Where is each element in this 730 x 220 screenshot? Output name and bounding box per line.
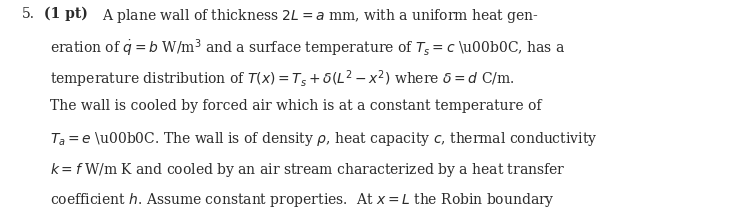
Text: The wall is cooled by forced air which is at a constant temperature of: The wall is cooled by forced air which i… xyxy=(50,99,541,113)
Text: (1 pt): (1 pt) xyxy=(44,7,88,21)
Text: $k = f$ W/m K and cooled by an air stream characterized by a heat transfer: $k = f$ W/m K and cooled by an air strea… xyxy=(50,161,565,179)
Text: $T_a = e$ \u00b0C. The wall is of density $\rho$, heat capacity $c$, thermal con: $T_a = e$ \u00b0C. The wall is of densit… xyxy=(50,130,597,148)
Text: coefficient $h$. Assume constant properties.  At $x = L$ the Robin boundary: coefficient $h$. Assume constant propert… xyxy=(50,191,555,209)
Text: temperature distribution of $T(x) = T_s + \delta(L^2 - x^2)$ where $\delta = d$ : temperature distribution of $T(x) = T_s … xyxy=(50,68,515,90)
Text: 5.: 5. xyxy=(22,7,35,21)
Text: A plane wall of thickness $2L = a$ mm, with a uniform heat gen-: A plane wall of thickness $2L = a$ mm, w… xyxy=(102,7,539,25)
Text: eration of $\dot{q} = b$ W/m$^3$ and a surface temperature of $T_s = c$ \u00b0C,: eration of $\dot{q} = b$ W/m$^3$ and a s… xyxy=(50,37,565,59)
